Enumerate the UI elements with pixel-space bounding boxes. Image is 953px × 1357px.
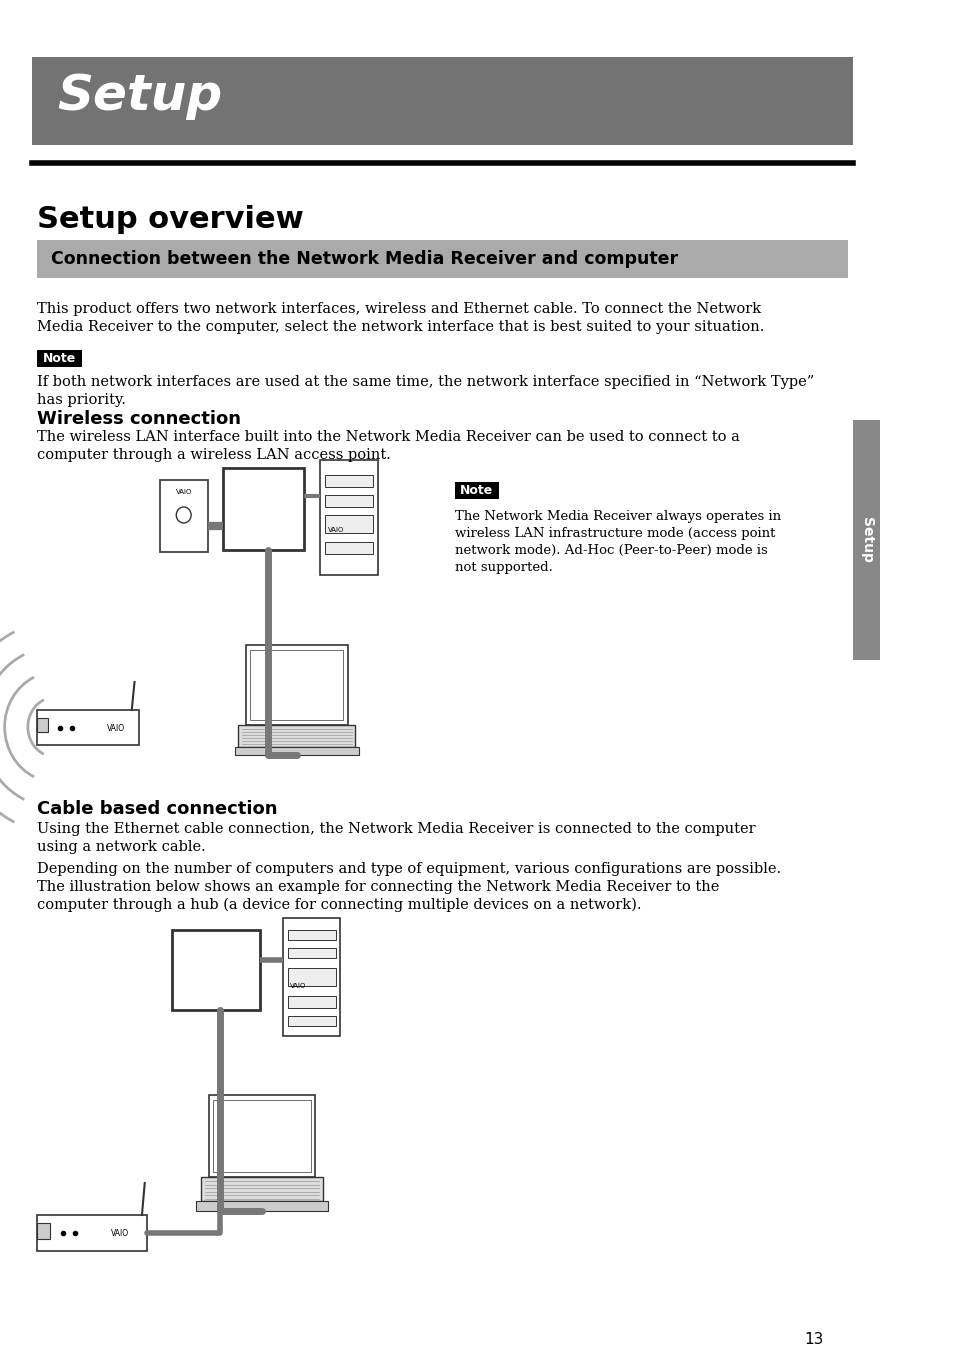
FancyBboxPatch shape	[37, 710, 139, 745]
Text: VAIO: VAIO	[112, 1228, 130, 1238]
FancyBboxPatch shape	[37, 350, 82, 366]
Text: Media Receiver to the computer, select the network interface that is best suited: Media Receiver to the computer, select t…	[37, 320, 763, 334]
FancyBboxPatch shape	[32, 57, 852, 145]
FancyBboxPatch shape	[324, 495, 373, 508]
FancyBboxPatch shape	[324, 475, 373, 487]
Text: Connection between the Network Media Receiver and computer: Connection between the Network Media Rec…	[51, 250, 678, 267]
FancyBboxPatch shape	[234, 746, 358, 754]
Text: has priority.: has priority.	[37, 394, 126, 407]
Text: VAIO: VAIO	[107, 723, 125, 733]
FancyBboxPatch shape	[172, 930, 259, 1010]
Circle shape	[176, 508, 191, 522]
FancyBboxPatch shape	[201, 1177, 322, 1201]
FancyBboxPatch shape	[324, 516, 373, 533]
FancyBboxPatch shape	[287, 1016, 335, 1026]
FancyBboxPatch shape	[209, 1095, 315, 1177]
FancyBboxPatch shape	[37, 240, 847, 278]
Text: Wireless connection: Wireless connection	[37, 410, 241, 427]
Text: 13: 13	[803, 1333, 822, 1348]
FancyBboxPatch shape	[222, 468, 304, 550]
FancyBboxPatch shape	[238, 725, 355, 746]
FancyBboxPatch shape	[320, 460, 377, 575]
Text: Cable based connection: Cable based connection	[37, 801, 277, 818]
FancyBboxPatch shape	[159, 480, 208, 552]
Text: The wireless LAN interface built into the Network Media Receiver can be used to : The wireless LAN interface built into th…	[37, 430, 740, 444]
Text: Note: Note	[43, 351, 76, 365]
FancyBboxPatch shape	[287, 949, 335, 958]
Text: network mode). Ad-Hoc (Peer-to-Peer) mode is: network mode). Ad-Hoc (Peer-to-Peer) mod…	[455, 544, 766, 556]
Text: The illustration below shows an example for connecting the Network Media Receive: The illustration below shows an example …	[37, 879, 719, 894]
FancyBboxPatch shape	[455, 482, 498, 499]
Text: Depending on the number of computers and type of equipment, various configuratio: Depending on the number of computers and…	[37, 862, 781, 877]
FancyBboxPatch shape	[37, 1215, 147, 1251]
Text: VAIO: VAIO	[327, 527, 343, 533]
FancyBboxPatch shape	[287, 930, 335, 940]
FancyBboxPatch shape	[37, 718, 49, 731]
Text: This product offers two network interfaces, wireless and Ethernet cable. To conn: This product offers two network interfac…	[37, 303, 760, 316]
FancyBboxPatch shape	[37, 1223, 51, 1239]
Text: Setup overview: Setup overview	[37, 205, 304, 233]
Text: The Network Media Receiver always operates in: The Network Media Receiver always operat…	[455, 510, 780, 522]
FancyBboxPatch shape	[852, 421, 880, 660]
FancyBboxPatch shape	[251, 650, 343, 721]
FancyBboxPatch shape	[195, 1201, 328, 1210]
Text: computer through a wireless LAN access point.: computer through a wireless LAN access p…	[37, 448, 391, 461]
FancyBboxPatch shape	[324, 541, 373, 554]
Text: If both network interfaces are used at the same time, the network interface spec: If both network interfaces are used at t…	[37, 375, 814, 389]
FancyBboxPatch shape	[287, 968, 335, 987]
FancyBboxPatch shape	[287, 996, 335, 1008]
FancyBboxPatch shape	[213, 1101, 311, 1172]
Text: Setup: Setup	[859, 517, 873, 563]
Text: Note: Note	[459, 483, 493, 497]
FancyBboxPatch shape	[283, 917, 340, 1035]
Text: Setup: Setup	[57, 72, 222, 119]
Text: Using the Ethernet cable connection, the Network Media Receiver is connected to : Using the Ethernet cable connection, the…	[37, 822, 755, 836]
Text: computer through a hub (a device for connecting multiple devices on a network).: computer through a hub (a device for con…	[37, 898, 641, 912]
Text: using a network cable.: using a network cable.	[37, 840, 206, 854]
FancyBboxPatch shape	[246, 645, 348, 725]
Text: wireless LAN infrastructure mode (access point: wireless LAN infrastructure mode (access…	[455, 527, 774, 540]
Text: VAIO: VAIO	[175, 489, 192, 495]
Text: not supported.: not supported.	[455, 560, 552, 574]
Text: VAIO: VAIO	[290, 982, 307, 989]
